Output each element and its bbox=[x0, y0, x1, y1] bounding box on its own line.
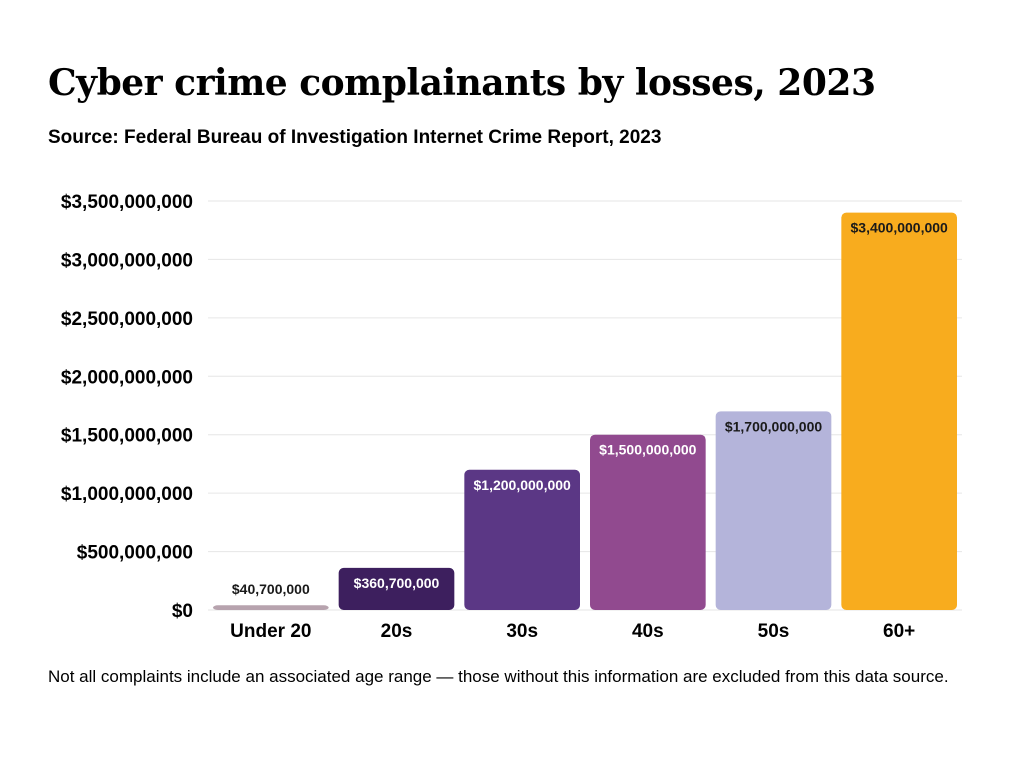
bar bbox=[715, 411, 832, 610]
chart-title: Cyber crime complainants by losses, 2023 bbox=[48, 62, 876, 104]
y-tick-label: $1,000,000,000 bbox=[61, 484, 193, 505]
x-tick-label: 30s bbox=[506, 621, 538, 642]
x-tick-label: 40s bbox=[632, 621, 664, 642]
bar bbox=[338, 567, 455, 610]
y-tick-label: $0 bbox=[172, 601, 193, 622]
y-tick-label: $1,500,000,000 bbox=[61, 426, 193, 447]
data-label: $1,700,000,000 bbox=[725, 418, 823, 434]
chart-subtitle: Source: Federal Bureau of Investigation … bbox=[48, 127, 662, 148]
bar bbox=[213, 605, 329, 610]
data-label: $1,500,000,000 bbox=[599, 442, 697, 458]
data-label: $40,700,000 bbox=[232, 581, 310, 597]
y-tick-label: $2,500,000,000 bbox=[61, 309, 193, 330]
y-tick-label: $3,500,000,000 bbox=[61, 192, 193, 213]
x-tick-label: 20s bbox=[381, 621, 413, 642]
data-label: $360,700,000 bbox=[354, 575, 440, 591]
bar bbox=[464, 469, 580, 610]
data-label: $3,400,000,000 bbox=[851, 220, 949, 236]
y-tick-label: $500,000,000 bbox=[77, 543, 193, 564]
footnote: Not all complaints include an associated… bbox=[48, 667, 949, 686]
bar bbox=[841, 212, 957, 610]
y-tick-label: $3,000,000,000 bbox=[61, 250, 193, 271]
bar-chart: $0 $500,000,000 $1,000,000,000 $1,500,000,0… bbox=[61, 192, 962, 642]
bar bbox=[590, 434, 706, 610]
x-tick-label: Under 20 bbox=[230, 621, 311, 642]
y-tick-label: $2,000,000,000 bbox=[61, 367, 193, 388]
x-tick-label: 50s bbox=[758, 621, 790, 642]
data-label: $1,200,000,000 bbox=[474, 477, 572, 493]
x-tick-label: 60+ bbox=[883, 621, 915, 642]
